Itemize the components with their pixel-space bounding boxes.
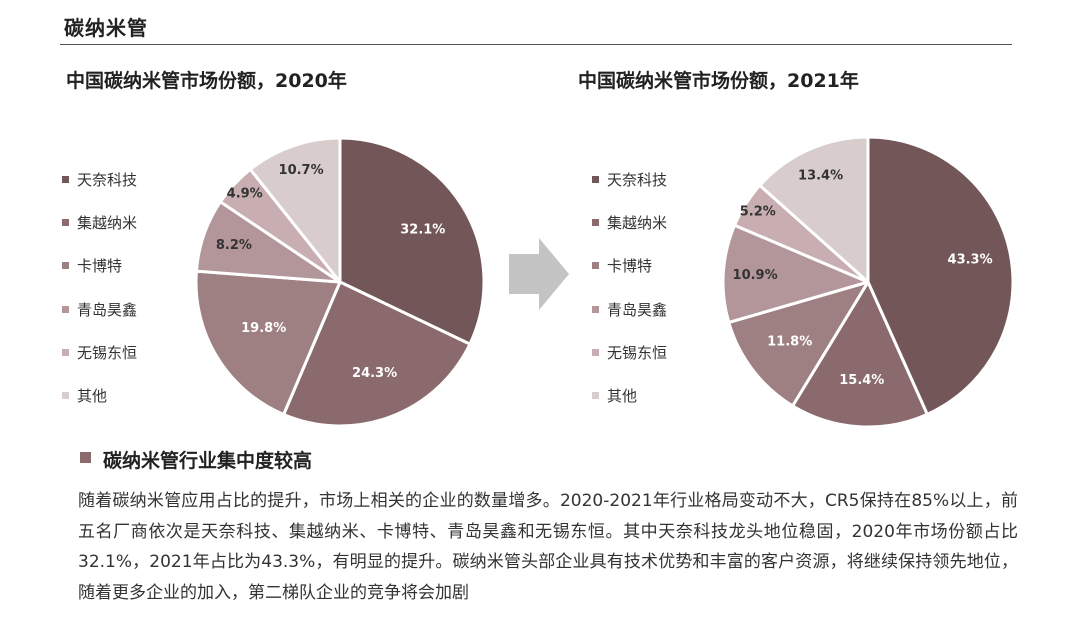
legend-item: 天奈科技 [62,158,137,201]
legend-item: 其他 [62,374,137,417]
pie-slice [721,223,870,324]
legend-swatch [592,392,599,400]
data-label: 11.8% [767,334,812,349]
pie-slice [791,280,929,429]
legend-label: 无锡东恒 [77,343,138,362]
section-heading: 碳纳米管行业集中度较高 [103,450,313,472]
data-label: 10.7% [279,163,324,178]
legend-swatch [592,219,599,227]
legend-label: 集越纳米 [607,214,668,233]
legend-label: 青岛昊鑫 [607,300,668,319]
legend-label: 集越纳米 [77,214,138,233]
arrow-right-icon [509,238,569,310]
data-label: 13.4% [798,169,843,184]
legend-label: 其他 [607,387,638,406]
legend-swatch [592,176,599,184]
legend-item: 天奈科技 [592,158,667,201]
legend-item: 卡博特 [62,244,137,287]
section-bullet [80,452,91,463]
legend-swatch [62,348,69,356]
legend-swatch [62,305,69,313]
data-label: 24.3% [352,366,397,381]
legend-swatch [62,392,69,400]
legend-item: 青岛昊鑫 [592,288,667,331]
legend-swatch [592,305,599,313]
legend-item: 青岛昊鑫 [62,288,137,331]
pie-slice [866,135,1015,416]
legend-item: 无锡东恒 [592,331,667,374]
data-label: 32.1% [400,222,445,237]
pie-slice [194,269,342,417]
data-label: 8.2% [216,238,252,253]
legend-item: 集越纳米 [62,201,137,244]
legend-item: 其他 [592,374,667,417]
data-label: 15.4% [839,373,884,388]
pie-slice [282,280,472,428]
legend-swatch [592,262,599,270]
legend-swatch [62,219,69,227]
legend-swatch [62,262,69,270]
data-label: 19.8% [241,321,286,336]
pie-slice [338,136,486,346]
title-divider [60,44,1012,45]
data-label: 4.9% [227,187,263,202]
legend-item: 无锡东恒 [62,331,137,374]
page-title: 碳纳米管 [64,16,148,40]
legend-item: 卡博特 [592,244,667,287]
data-label: 43.3% [948,253,993,268]
legend-label: 其他 [77,387,108,406]
legend-label: 无锡东恒 [607,343,668,362]
summary-paragraph: 随着碳纳米管应用占比的提升，市场上相关的企业的数量增多。2020-2021年行业… [78,491,1018,603]
data-label: 5.2% [740,205,776,220]
legend-label: 卡博特 [77,257,123,276]
legend-label: 青岛昊鑫 [77,300,138,319]
legend-2021: 天奈科技 集越纳米 卡博特 青岛昊鑫 无锡东恒 其他 [592,158,667,417]
legend-label: 卡博特 [607,257,653,276]
legend-label: 天奈科技 [77,171,138,190]
chart-title-2021: 中国碳纳米管市场份额，2021年 [578,70,859,92]
legend-swatch [592,348,599,356]
legend-item: 集越纳米 [592,201,667,244]
legend-swatch [62,176,69,184]
legend-2020: 天奈科技 集越纳米 卡博特 青岛昊鑫 无锡东恒 其他 [62,158,137,417]
chart-title-2020: 中国碳纳米管市场份额，2020年 [66,70,347,92]
legend-label: 天奈科技 [607,171,668,190]
data-label: 10.9% [733,268,778,283]
pie-slice [758,135,870,284]
pie-slice [248,136,342,284]
